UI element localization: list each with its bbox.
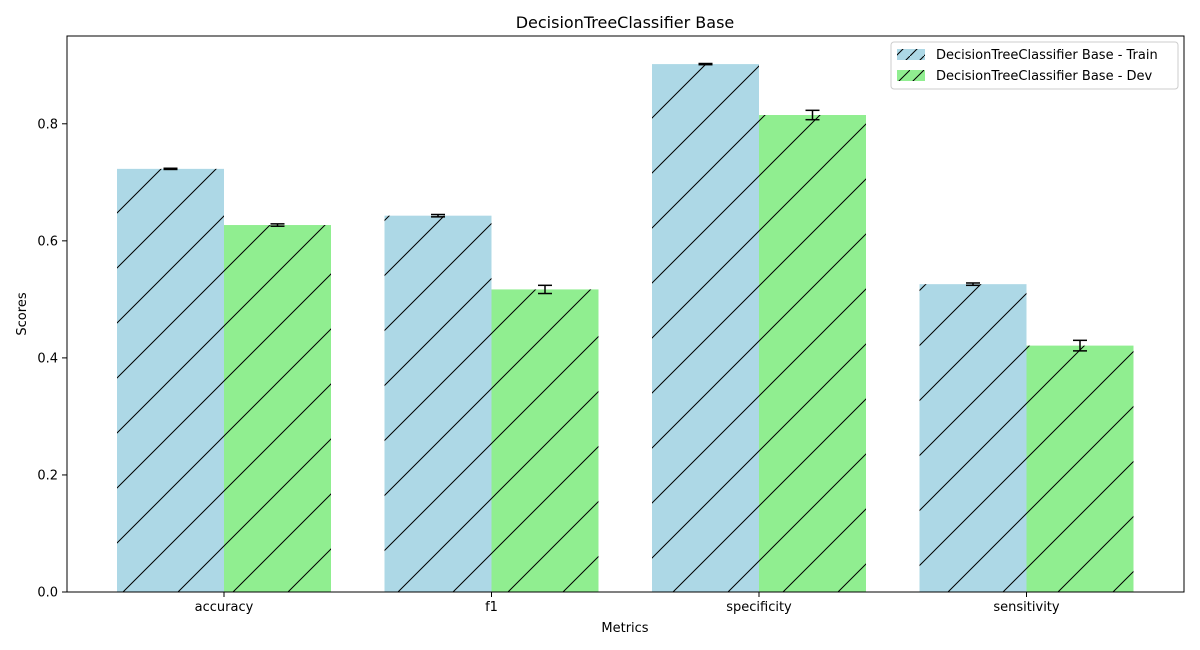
y-axis-ticks: 0.0 0.2 0.4 0.6 0.8 <box>37 117 67 601</box>
x-tick-label-f1: f1 <box>485 600 498 615</box>
bars-group <box>117 64 1134 593</box>
bar-train-sensitivity <box>919 284 1027 592</box>
y-tick-label-0.8: 0.8 <box>37 117 58 132</box>
x-tick-label-sensitivity: sensitivity <box>993 600 1060 615</box>
x-axis-label: Metrics <box>601 621 648 636</box>
bar-dev-sensitivity <box>1026 345 1134 592</box>
bar-dev-accuracy <box>224 225 331 593</box>
legend-swatch-train <box>897 49 925 60</box>
y-tick-label-0.0: 0.0 <box>37 586 58 601</box>
legend-swatch-dev <box>897 70 925 81</box>
legend: DecisionTreeClassifier Base - Train Deci… <box>890 41 1179 90</box>
bar-train-accuracy <box>117 168 224 592</box>
legend-box <box>890 41 1179 90</box>
x-tick-label-specificity: specificity <box>726 600 792 615</box>
legend-label-dev: DecisionTreeClassifier Base - Dev <box>936 69 1153 84</box>
y-tick-label-0.4: 0.4 <box>37 351 58 366</box>
legend-label-train: DecisionTreeClassifier Base - Train <box>936 48 1158 63</box>
y-tick-label-0.6: 0.6 <box>37 234 58 249</box>
x-tick-label-accuracy: accuracy <box>195 600 254 615</box>
bar-train-f1 <box>384 215 492 593</box>
plot-frame <box>66 35 1185 593</box>
y-tick-label-0.2: 0.2 <box>37 468 58 483</box>
error-bars-group <box>163 62 1087 352</box>
bar-train-specificity <box>652 64 759 592</box>
x-axis-ticks: accuracy f1 specificity sensitivity <box>195 592 1060 615</box>
bar-dev-specificity <box>759 115 866 592</box>
chart-title: DecisionTreeClassifier Base <box>516 13 735 32</box>
bar-dev-f1 <box>491 289 599 592</box>
y-axis-label: Scores <box>15 292 30 335</box>
